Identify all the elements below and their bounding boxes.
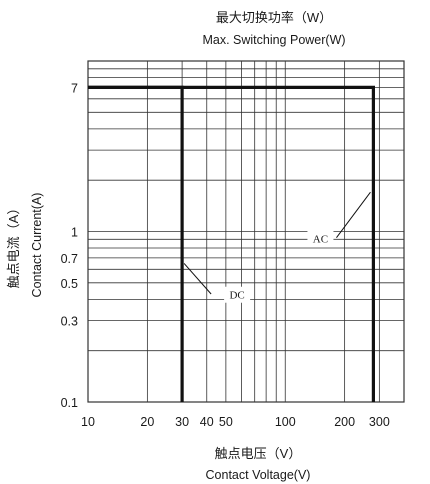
x-tick-label: 40 [200, 415, 214, 429]
x-tick-label: 30 [175, 415, 189, 429]
y-axis-label: 触点电流（A） [6, 202, 21, 289]
x-tick-labels: 10 20 30 40 50 100 200 300 [81, 415, 390, 429]
x-tick-label: 100 [275, 415, 296, 429]
y-tick-labels: 0.1 0.3 0.5 0.7 1 7 [61, 81, 78, 410]
y-axis-label-en: Contact Current(A) [30, 193, 44, 298]
y-tick-label: 0.1 [61, 396, 78, 410]
chart-subtitle: Max. Switching Power(W) [202, 33, 345, 47]
x-axis-label: 触点电压（V） [215, 446, 302, 461]
annotation-dc: DC [229, 290, 244, 302]
annotation-bg-ac [307, 230, 334, 247]
y-tick-label: 0.5 [61, 277, 78, 291]
annotation-leader-dc [183, 263, 212, 295]
y-tick-label: 1 [71, 226, 78, 240]
annotations: AC DC [183, 191, 371, 303]
x-tick-label: 50 [219, 415, 233, 429]
y-tick-label: 0.3 [61, 315, 78, 329]
x-tick-label: 300 [369, 415, 390, 429]
annotation-leader-ac [336, 191, 371, 238]
chart-title: 最大切换功率（W） [216, 10, 332, 25]
series-line-ac [88, 85, 375, 402]
y-tick-label: 0.7 [61, 252, 78, 266]
series-line-dc [88, 85, 184, 402]
plot-frame [87, 60, 405, 403]
x-tick-label: 10 [81, 415, 95, 429]
x-axis-label-en: Contact Voltage(V) [206, 468, 311, 482]
annotation-ac: AC [313, 233, 328, 245]
grid-lines [88, 61, 404, 402]
x-tick-label: 20 [140, 415, 154, 429]
x-tick-label: 200 [334, 415, 355, 429]
y-tick-label: 7 [71, 81, 78, 95]
series-lines [88, 85, 375, 402]
annotation-bg-dc [224, 286, 251, 303]
